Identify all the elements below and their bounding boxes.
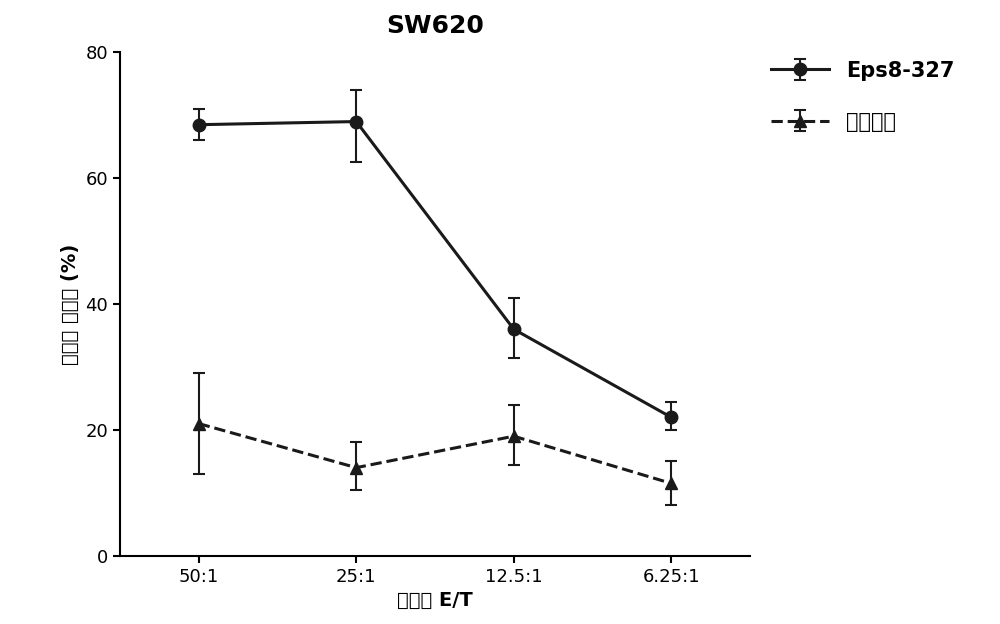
Y-axis label: 特异性 杀伤率 (%): 特异性 杀伤率 (%) — [61, 243, 80, 364]
Title: SW620: SW620 — [386, 14, 484, 38]
X-axis label: 效靶比 E/T: 效靶比 E/T — [397, 591, 473, 610]
Legend: Eps8-327, 溶剂对照: Eps8-327, 溶剂对照 — [763, 52, 963, 140]
